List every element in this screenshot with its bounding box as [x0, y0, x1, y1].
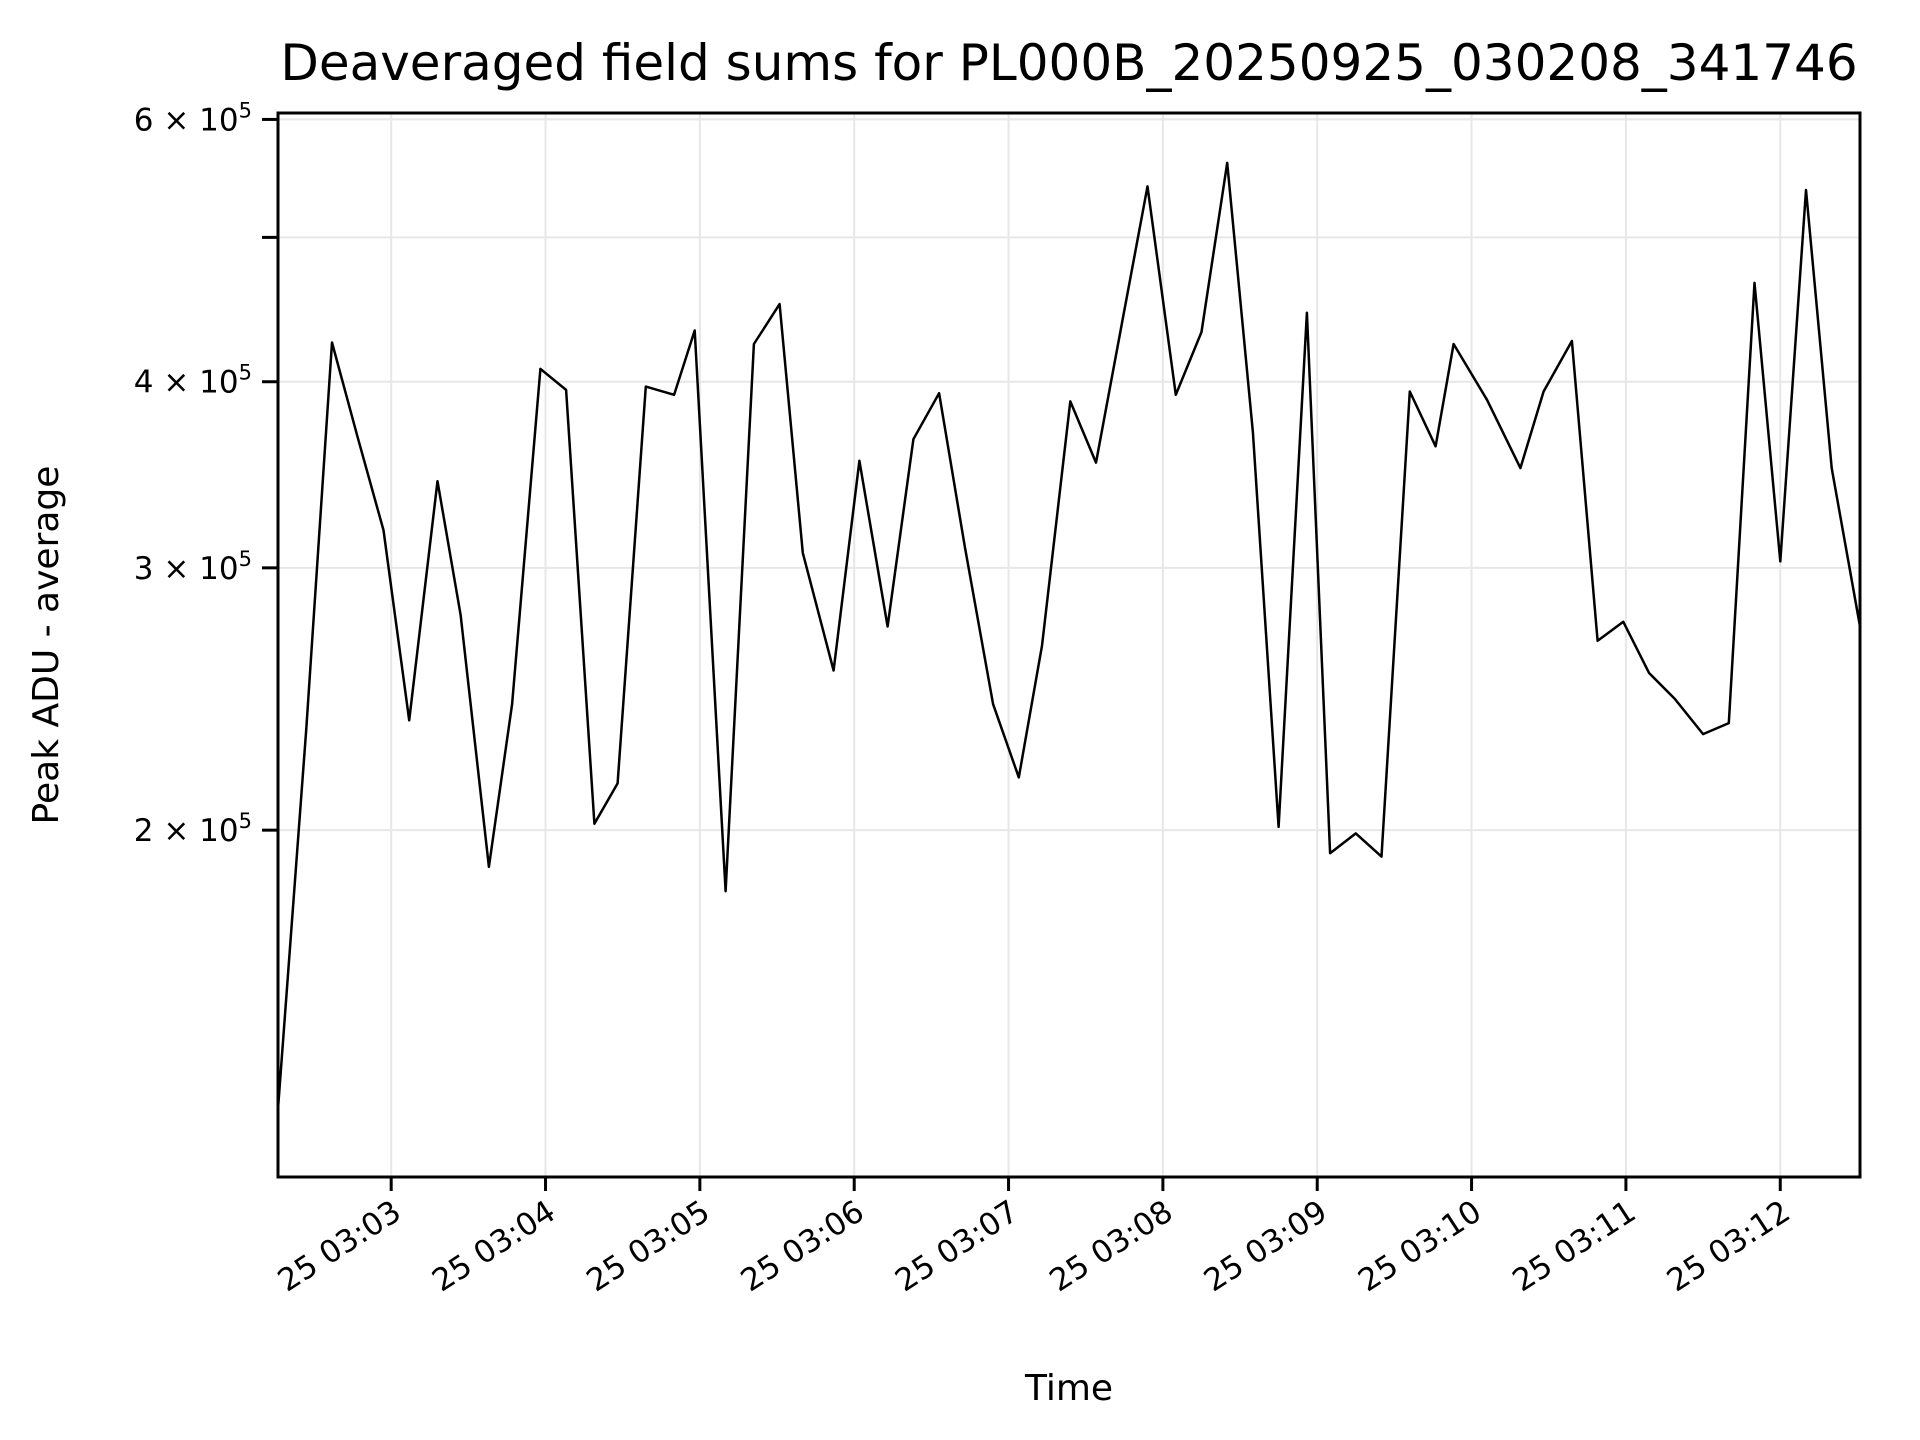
chart-title: Deaveraged field sums for PL000B_2025092… [280, 34, 1857, 92]
x-tick-label: 25 03:05 [580, 1194, 716, 1300]
tick-layer: 25 03:03 25 03:04 25 03:05 25 03:06 25 03:07… [134, 98, 1797, 1299]
y-tick-label: 3 × 105 [134, 547, 252, 587]
y-tick-label: 6 × 105 [134, 98, 252, 138]
x-axis-label: Time [1024, 1368, 1113, 1409]
grid-layer [278, 113, 1860, 1177]
x-tick-label: 25 03:03 [272, 1194, 408, 1300]
x-tick-label: 25 03:09 [1198, 1194, 1334, 1300]
x-tick-label: 25 03:07 [889, 1194, 1025, 1300]
x-tick-label: 25 03:04 [426, 1194, 562, 1300]
x-tick-label: 25 03:11 [1506, 1194, 1642, 1300]
y-tick-label: 4 × 105 [134, 361, 252, 401]
y-axis-label: Peak ADU - average [26, 466, 67, 825]
series-layer [276, 161, 1862, 1111]
data-line [276, 161, 1862, 1111]
x-tick-label: 25 03:06 [735, 1194, 871, 1300]
x-tick-label: 25 03:10 [1352, 1194, 1488, 1300]
x-tick-label: 25 03:12 [1661, 1194, 1797, 1300]
y-tick-label: 2 × 105 [134, 809, 252, 849]
plot-frame [276, 111, 1862, 1179]
label-layer: Deaveraged field sums for PL000B_2025092… [26, 34, 1858, 1409]
x-tick-label: 25 03:08 [1043, 1194, 1179, 1300]
